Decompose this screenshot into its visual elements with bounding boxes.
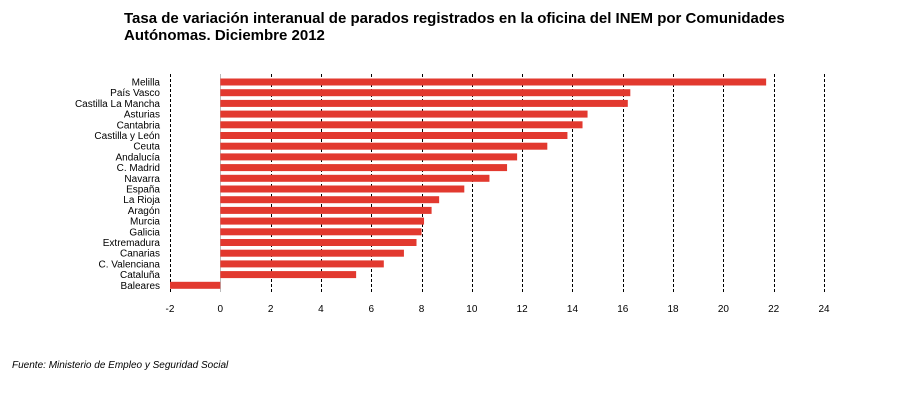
bar <box>220 78 767 86</box>
x-tick-labels: -2 0 2 4 6 8 10 12 14 16 18 20 22 24 <box>166 304 830 315</box>
bar <box>220 206 432 214</box>
category-label: Galicia <box>129 227 160 238</box>
category-label: La Rioja <box>123 195 160 206</box>
bar <box>220 185 465 193</box>
category-label: Andalucía <box>116 152 161 163</box>
bar <box>220 174 490 182</box>
bar <box>220 271 357 279</box>
x-tick-label: 4 <box>318 304 324 315</box>
x-tick-label: 2 <box>268 304 274 315</box>
x-tick-label: 0 <box>218 304 224 315</box>
category-label: Melilla <box>132 78 161 89</box>
category-label: Aragón <box>128 206 160 217</box>
x-tick-label: 16 <box>617 304 629 315</box>
x-tick-label: -2 <box>166 304 175 315</box>
category-label: Castilla La Mancha <box>75 99 160 110</box>
bar <box>220 89 631 97</box>
category-label: Extremadura <box>103 238 161 249</box>
bar <box>220 260 384 268</box>
bar <box>220 142 548 150</box>
x-tick-label: 10 <box>466 304 478 315</box>
bar <box>220 196 440 204</box>
x-tick-label: 6 <box>368 304 374 315</box>
category-label: Canarias <box>120 249 160 260</box>
category-label: Baleares <box>121 281 160 292</box>
bar <box>220 99 628 107</box>
x-tick-label: 8 <box>419 304 425 315</box>
x-tick-label: 24 <box>818 304 830 315</box>
category-label: Cataluña <box>120 270 160 281</box>
bar <box>220 164 508 172</box>
category-label: C. Valenciana <box>98 259 160 270</box>
category-label: C. Madrid <box>117 163 160 174</box>
chart-title: Tasa de variación interanual de parados … <box>124 10 785 44</box>
x-tick-label: 12 <box>517 304 529 315</box>
bar <box>170 281 221 289</box>
bar <box>220 249 404 257</box>
x-tick-label: 22 <box>768 304 780 315</box>
bar <box>220 239 417 246</box>
category-label: España <box>126 185 160 196</box>
bar <box>220 217 425 225</box>
bar <box>220 121 583 129</box>
category-label: Castilla y León <box>94 131 160 142</box>
bars <box>170 78 767 289</box>
category-label: Cantabria <box>117 120 161 131</box>
category-label: Navarra <box>124 174 160 185</box>
bar <box>220 228 422 236</box>
category-label: Murcia <box>130 217 160 228</box>
x-tick-label: 18 <box>668 304 680 315</box>
category-label: País Vasco <box>110 88 160 99</box>
x-tick-label: 14 <box>567 304 579 315</box>
bar <box>220 110 588 118</box>
bar <box>220 132 568 139</box>
bar <box>220 153 518 161</box>
category-label: Ceuta <box>133 142 160 153</box>
source-note: Fuente: Ministerio de Empleo y Seguridad… <box>12 360 229 371</box>
x-tick-label: 20 <box>718 304 730 315</box>
category-label: Asturias <box>124 110 160 121</box>
